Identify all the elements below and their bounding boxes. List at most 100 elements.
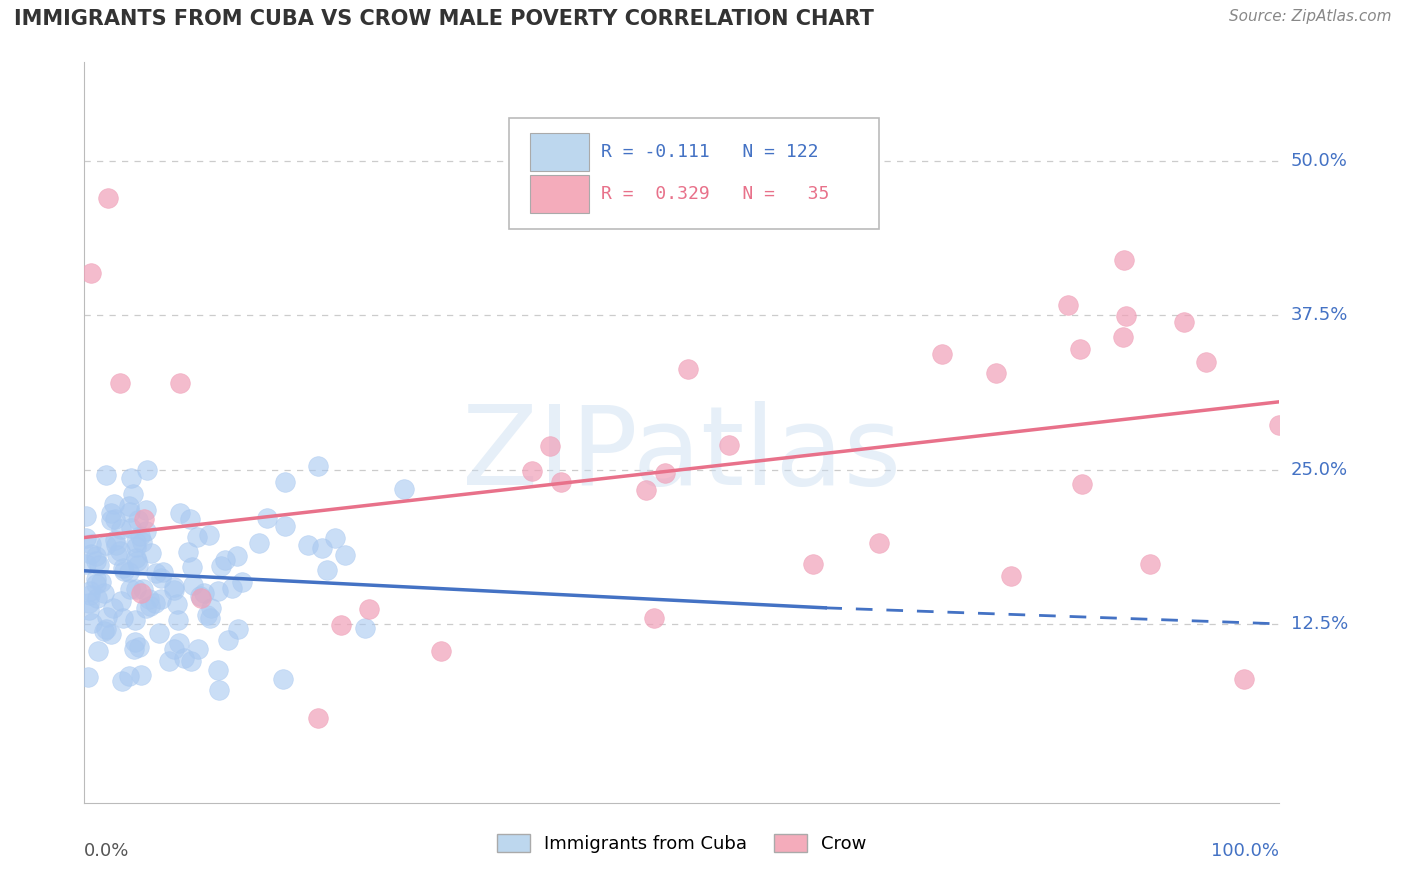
- Point: [127, 513, 149, 527]
- Point: [1267, 417, 1289, 432]
- Point: [200, 610, 222, 624]
- Point: [353, 621, 375, 635]
- Point: [392, 482, 415, 496]
- Point: [643, 611, 665, 625]
- Point: [135, 463, 157, 477]
- Point: [193, 586, 215, 600]
- Point: [323, 531, 346, 545]
- Point: [112, 611, 135, 625]
- Point: [138, 599, 160, 614]
- Point: [180, 559, 202, 574]
- Point: [128, 640, 150, 655]
- Point: [118, 565, 141, 579]
- Point: [167, 613, 190, 627]
- Point: [125, 582, 148, 596]
- Point: [207, 583, 229, 598]
- Point: [100, 627, 122, 641]
- Point: [127, 558, 149, 572]
- Point: [311, 541, 333, 555]
- Point: [120, 505, 142, 519]
- Point: [157, 654, 180, 668]
- Point: [538, 439, 561, 453]
- Point: [169, 506, 191, 520]
- Text: ZIPatlas: ZIPatlas: [463, 401, 901, 508]
- Point: [139, 546, 162, 560]
- Point: [125, 534, 148, 549]
- Point: [316, 563, 339, 577]
- Point: [77, 603, 100, 617]
- Point: [209, 559, 232, 574]
- Point: [1115, 309, 1137, 323]
- Point: [330, 617, 353, 632]
- Point: [1112, 330, 1135, 344]
- Point: [150, 571, 173, 585]
- Point: [79, 584, 101, 599]
- Point: [79, 548, 101, 562]
- Point: [717, 437, 740, 451]
- Point: [208, 683, 231, 698]
- Point: [131, 586, 153, 600]
- Point: [131, 534, 153, 549]
- Point: [76, 557, 98, 571]
- Point: [550, 475, 572, 489]
- Point: [120, 470, 142, 484]
- Point: [207, 663, 229, 677]
- Point: [124, 613, 146, 627]
- Legend: Immigrants from Cuba, Crow: Immigrants from Cuba, Crow: [491, 827, 873, 861]
- Point: [183, 578, 205, 592]
- Text: 37.5%: 37.5%: [1291, 306, 1348, 325]
- Point: [104, 538, 127, 552]
- Point: [138, 591, 160, 606]
- Point: [110, 594, 132, 608]
- Point: [308, 458, 330, 473]
- Point: [149, 591, 172, 606]
- Point: [79, 588, 101, 602]
- Point: [190, 589, 212, 603]
- FancyBboxPatch shape: [509, 118, 879, 229]
- Point: [986, 367, 1008, 381]
- Point: [169, 636, 191, 650]
- Point: [430, 643, 453, 657]
- Point: [75, 509, 97, 524]
- Point: [186, 530, 208, 544]
- Point: [357, 602, 380, 616]
- Point: [307, 711, 329, 725]
- Point: [271, 672, 294, 686]
- Point: [200, 600, 222, 615]
- Point: [100, 513, 122, 527]
- Point: [1233, 673, 1256, 687]
- Text: 0.0%: 0.0%: [84, 842, 129, 860]
- Point: [80, 266, 103, 280]
- Point: [1194, 355, 1216, 369]
- Point: [76, 670, 98, 684]
- Point: [179, 512, 201, 526]
- Point: [1070, 476, 1092, 491]
- Point: [129, 529, 152, 543]
- Point: [93, 624, 115, 639]
- Point: [177, 545, 200, 559]
- Point: [1114, 252, 1136, 267]
- Point: [676, 362, 699, 376]
- Point: [173, 651, 195, 665]
- Point: [152, 565, 174, 579]
- Text: 100.0%: 100.0%: [1212, 842, 1279, 860]
- Point: [84, 572, 107, 586]
- Point: [145, 596, 167, 610]
- Point: [634, 483, 657, 498]
- Point: [1173, 314, 1195, 328]
- Point: [166, 597, 188, 611]
- Point: [132, 512, 156, 526]
- Point: [231, 575, 253, 590]
- Point: [104, 533, 127, 547]
- Point: [135, 524, 157, 539]
- FancyBboxPatch shape: [530, 133, 589, 171]
- Point: [163, 580, 186, 594]
- Point: [274, 475, 297, 489]
- Text: IMMIGRANTS FROM CUBA VS CROW MALE POVERTY CORRELATION CHART: IMMIGRANTS FROM CUBA VS CROW MALE POVERT…: [14, 9, 875, 29]
- Point: [110, 522, 132, 536]
- Point: [129, 668, 152, 682]
- Point: [86, 591, 108, 605]
- Point: [118, 582, 141, 597]
- Point: [274, 518, 297, 533]
- Point: [654, 466, 676, 480]
